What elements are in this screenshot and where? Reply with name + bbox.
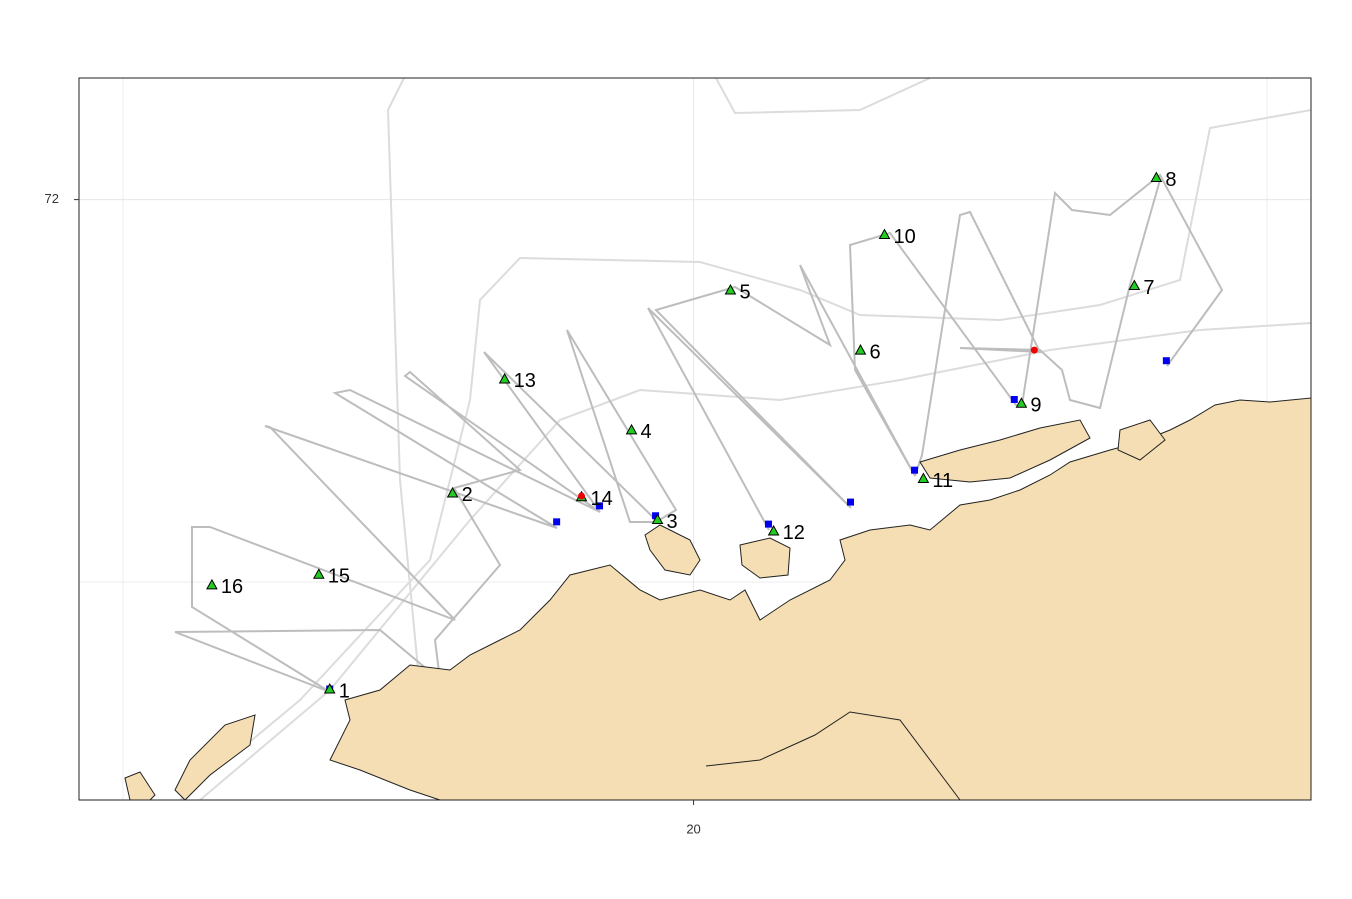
station	[1015, 397, 1028, 408]
island	[919, 419, 1091, 483]
station-label: 11	[932, 470, 953, 492]
blue-point	[652, 512, 660, 520]
track	[199, 322, 1312, 801]
island	[644, 524, 701, 576]
station	[767, 524, 780, 536]
track	[914, 179, 1161, 477]
station-label: 12	[783, 522, 805, 544]
mainland	[329, 397, 1312, 801]
station	[446, 486, 459, 498]
station-label: 16	[221, 576, 243, 598]
plot-border	[78, 77, 1312, 801]
station	[1150, 171, 1163, 183]
station-label: 13	[514, 370, 536, 392]
station-label: 15	[328, 566, 350, 588]
station-label: 14	[591, 488, 613, 510]
blue-point	[911, 466, 919, 474]
x-tick-label: 20	[686, 821, 700, 836]
red-point	[578, 492, 586, 500]
station-label: 3	[667, 511, 678, 533]
border	[705, 711, 961, 801]
blue-point	[553, 518, 561, 526]
station	[854, 344, 867, 355]
blue-point	[764, 520, 772, 528]
station	[312, 568, 325, 579]
station	[878, 228, 891, 240]
station	[724, 284, 737, 295]
red-point	[1030, 346, 1038, 354]
station	[651, 513, 664, 525]
station-label: 7	[1143, 277, 1154, 299]
station	[1128, 279, 1141, 290]
station	[323, 683, 336, 694]
track	[179, 109, 1312, 801]
station	[498, 372, 511, 384]
station-label: 6	[870, 341, 881, 363]
blue-point	[847, 498, 855, 506]
y-tick-label: 72	[45, 191, 59, 206]
station-label: 9	[1030, 395, 1041, 417]
station-label: 4	[641, 421, 652, 443]
station-label: 1	[339, 680, 350, 702]
island	[1117, 419, 1166, 461]
track	[483, 329, 678, 523]
survey-tracks	[174, 173, 1224, 693]
station-label: 8	[1165, 169, 1176, 191]
station	[206, 578, 218, 590]
station	[917, 472, 930, 484]
station	[625, 423, 638, 435]
blue-point	[1010, 395, 1018, 403]
station-label: 2	[462, 484, 473, 506]
station-label: 10	[894, 226, 916, 248]
track	[647, 173, 1224, 531]
island	[174, 714, 256, 801]
track	[715, 77, 931, 115]
station-label: 5	[739, 281, 750, 303]
blue-point	[1162, 357, 1170, 365]
blue-point	[596, 502, 604, 510]
island	[124, 771, 156, 801]
land	[124, 397, 1312, 801]
island	[739, 537, 791, 579]
